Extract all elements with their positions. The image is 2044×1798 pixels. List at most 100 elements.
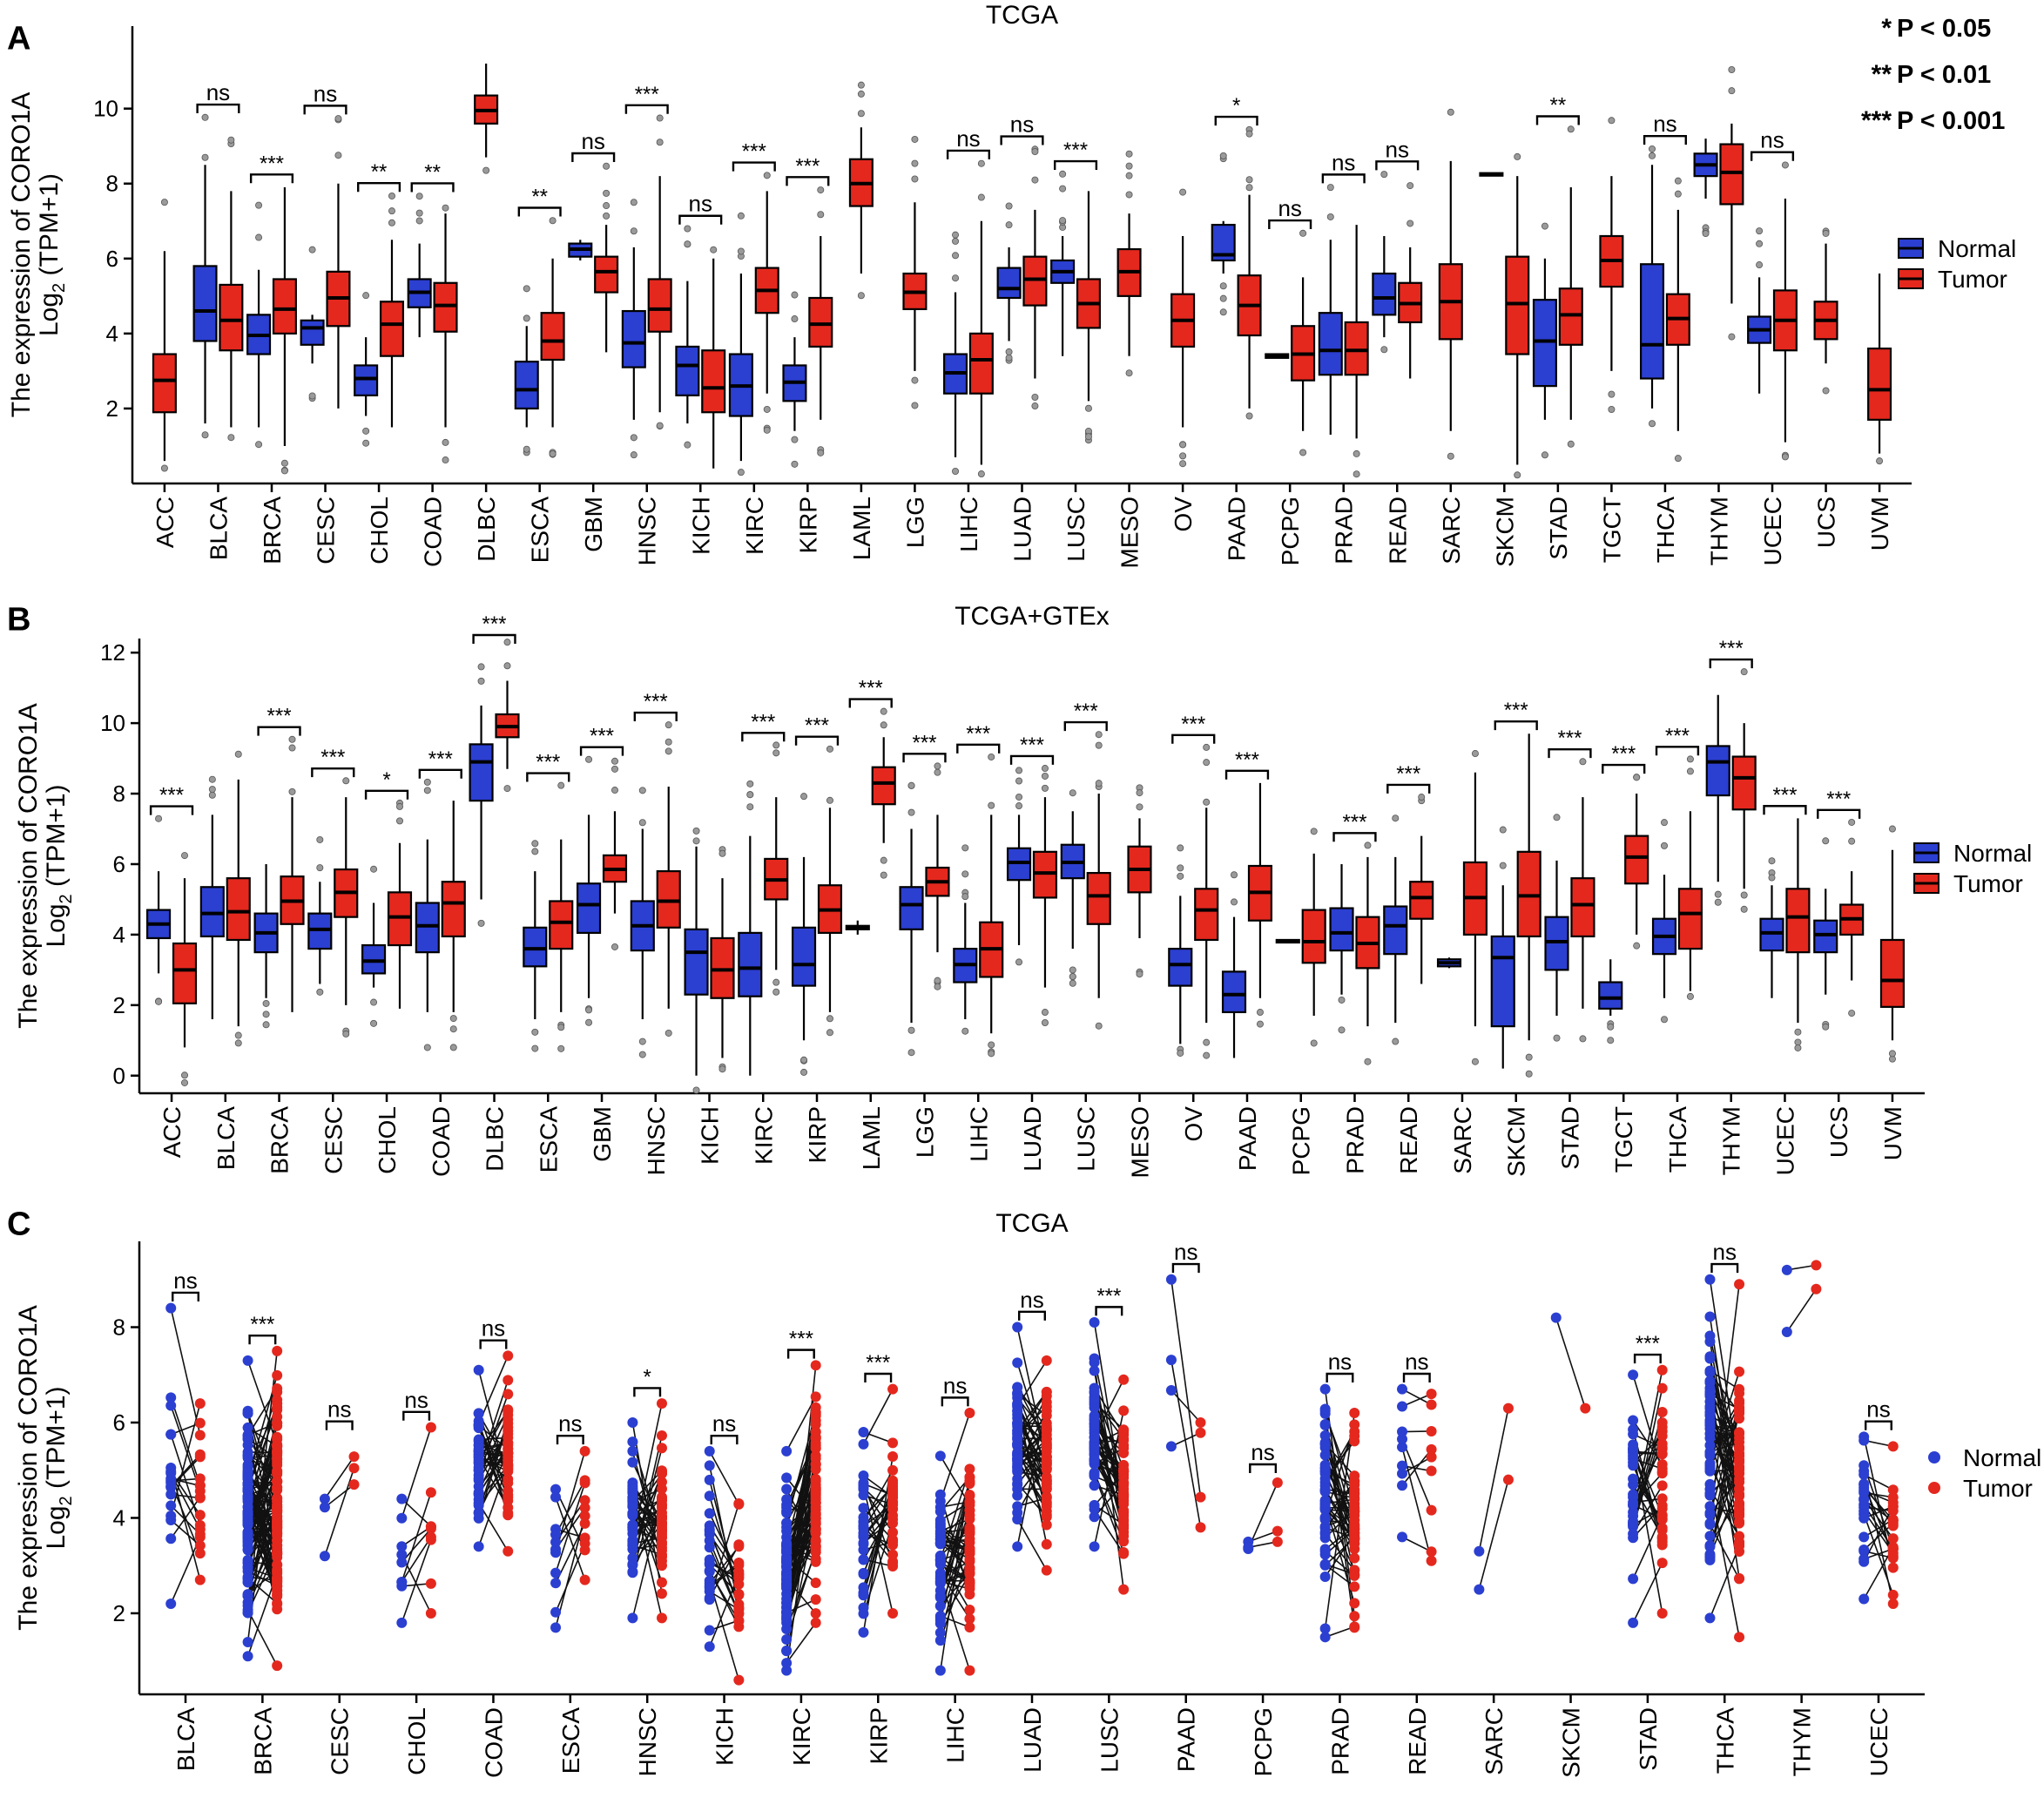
significance-bracket: ns [1864,1396,1892,1430]
tumor-point [887,1607,899,1619]
outlier-point [557,781,565,789]
significance-bracket: *** [1494,699,1538,731]
normal-point [781,1484,793,1495]
pair-line [1401,1456,1432,1475]
x-tick-label-kirc: KIRC [741,497,768,555]
box-body [576,882,602,934]
tumor-point [1734,1413,1745,1424]
significance-label: ns [1251,1439,1274,1465]
outlier-point [1525,1053,1533,1061]
tumor-point [1195,1522,1206,1533]
significance-bracket: *** [1063,700,1108,732]
outlier-point [1069,966,1076,974]
pair-line [401,1427,432,1518]
legend-label-tumor: Tumor [1953,870,2023,897]
y-axis-label-tail: (TPM+1) [42,784,71,894]
significance-bracket: ns [402,1387,431,1421]
outlier-point [1031,402,1039,410]
outlier-point [1660,842,1668,849]
significance-bracket: *** [1548,727,1592,759]
normal-point [1704,1465,1716,1477]
tumor-point [1734,1537,1745,1548]
normal-point [1628,1369,1639,1381]
normal-point [1474,1545,1485,1557]
outlier-point [262,999,270,1007]
legend-label-normal: Normal [1938,235,2016,262]
normal-point [934,1575,946,1586]
tumor-point [887,1383,899,1395]
box-normal-esca [514,285,539,456]
significance-label: ** [424,160,441,184]
tumor-point [810,1608,821,1619]
outlier-point [638,1051,646,1058]
outlier-point [1015,802,1023,810]
outlier-point [1525,1070,1533,1078]
normal-point [858,1626,869,1638]
pair-line [1863,1523,1894,1551]
normal-point [1781,1264,1792,1275]
box-body [791,926,817,987]
tumor-point [503,1510,514,1521]
normal-point [1858,1478,1870,1490]
box-normal-thca [1651,819,1677,1024]
box-normal-thym [1693,139,1718,238]
bracket-line [1171,1262,1200,1274]
tumor-point [1426,1443,1437,1455]
outlier-point [1084,433,1092,441]
outlier-point [880,707,887,715]
normal-point [627,1538,638,1549]
bracket-line [710,1434,739,1445]
tumor-point [964,1408,975,1419]
tumor-point [503,1502,514,1513]
box-tumor-thca [1665,177,1690,463]
box-tumor-dlbc [474,64,499,174]
outlier-point [611,787,618,794]
box-body [469,743,494,802]
significance-label: ns [1653,111,1676,137]
y-axis-label-sub: 2 [57,1496,76,1505]
normal-point [1319,1463,1331,1474]
paired-thym [1781,1260,1822,1337]
normal-point [242,1479,253,1490]
outlier-point [1541,222,1548,230]
tumor-point [656,1555,667,1566]
outlier-point [603,189,611,197]
box-normal-esca [523,840,548,1052]
normal-point [242,1422,253,1433]
outlier-point [772,749,780,757]
x-tick-label-laml: LAML [858,1106,885,1170]
significance-bracket: ns [196,79,240,114]
outlier-point [1702,230,1710,238]
normal-point [473,1508,484,1519]
box-tumor-cesc [334,777,359,1038]
normal-point [1858,1531,1870,1543]
box-normal-chol [361,865,387,1027]
normal-point [858,1582,869,1593]
box-tumor-stad [1570,758,1595,1043]
outlier-point [791,291,799,299]
outlier-point [1674,177,1682,185]
y-axis-label-sub: 2 [57,894,76,903]
x-tick-label-skcm: SKCM [1503,1106,1530,1177]
outlier-point [442,204,449,212]
tumor-point [348,1463,360,1474]
outlier-point [1041,1019,1049,1027]
tumor-point [810,1453,821,1464]
tumor-point [810,1426,821,1437]
x-tick-label-tgct: TGCT [1598,497,1625,563]
box-tumor-lihc [979,753,1004,1058]
box-tumor-tgct [1599,117,1624,413]
normal-point [858,1554,869,1565]
normal-point [1858,1512,1870,1524]
significance-label: ns [1866,1396,1890,1423]
tumor-point [425,1487,436,1498]
outlier-point [817,449,825,456]
y-tick-label: 6 [106,246,118,272]
box-normal-thym [1705,694,1730,906]
normal-point [1781,1327,1792,1337]
significance-bracket: *** [257,705,301,736]
outlier-point [1245,176,1253,184]
y-tick-label: 2 [113,992,125,1018]
outlier-point [611,943,618,950]
outlier-point [1353,450,1360,457]
